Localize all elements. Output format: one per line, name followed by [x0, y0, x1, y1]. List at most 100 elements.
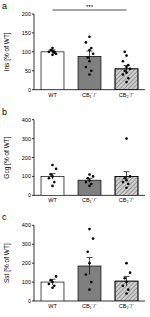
point [85, 41, 88, 44]
point [92, 237, 95, 240]
error-bar [50, 279, 56, 285]
point [51, 286, 54, 289]
y-tick-label: 300 [22, 136, 31, 142]
point [88, 228, 91, 231]
y-tick [32, 157, 34, 158]
point [125, 281, 128, 284]
point [88, 35, 91, 38]
error-bar [124, 172, 130, 181]
y-tick-label: 200 [22, 260, 31, 266]
point [125, 137, 128, 140]
error-bar [124, 276, 130, 285]
point [125, 186, 128, 189]
point [92, 52, 95, 55]
marks [41, 137, 138, 195]
y-tick-label: 0 [28, 87, 31, 93]
point [122, 181, 125, 184]
x-tick-label: WT [48, 197, 57, 203]
marks [41, 35, 138, 89]
error-bar [87, 257, 93, 274]
panel: bGcg [% of WT]0100200300400WTCB₁⁻/⁻CB₂⁻/… [2, 107, 145, 204]
y-label: Ins [% of WT] [3, 32, 11, 71]
y-tick-label: 50 [25, 68, 31, 74]
point [85, 273, 88, 276]
point [48, 283, 51, 286]
point [125, 54, 128, 57]
point [125, 292, 128, 295]
y-tick [32, 32, 34, 33]
point [90, 69, 93, 72]
point [90, 183, 93, 186]
point [51, 185, 54, 188]
y-tick [32, 195, 34, 196]
y-tick-label: 0 [28, 192, 31, 198]
point [53, 51, 56, 54]
bar-hatch [115, 69, 138, 90]
point [122, 285, 125, 288]
point [125, 179, 128, 182]
error-bar [87, 51, 93, 62]
point [122, 60, 125, 63]
point [127, 288, 130, 291]
error-bar [124, 65, 130, 72]
y-tick [32, 301, 34, 302]
point [48, 177, 51, 180]
bar [78, 56, 101, 89]
panel-label: c [2, 212, 7, 222]
bar [41, 52, 64, 90]
point [123, 177, 126, 180]
y-tick-label: 200 [22, 155, 31, 161]
panel-label: b [2, 107, 7, 117]
point [88, 179, 91, 182]
y-tick [32, 244, 34, 245]
point [85, 66, 88, 69]
panel-label: a [2, 1, 7, 11]
point [49, 49, 52, 52]
x-tick-label: CB₁⁻/⁻ [82, 92, 97, 98]
y-tick-label: 200 [22, 11, 31, 17]
point [49, 279, 52, 282]
point [88, 262, 91, 265]
point [129, 68, 132, 71]
y-tick [32, 119, 34, 120]
bar-hatch [115, 176, 138, 195]
y-tick-label: 100 [22, 279, 31, 285]
point [53, 181, 56, 184]
x-tick-label: CB₁⁻/⁻ [82, 303, 97, 309]
point [86, 251, 89, 254]
y-tick-label: 100 [22, 49, 31, 55]
y-tick-label: 300 [22, 241, 31, 247]
significance-label: *** [86, 4, 94, 10]
point [86, 56, 89, 59]
figure: a Ins [% of WT] 0 50 100 150 200 WT CB₁⁻/⁻ CB₂⁻/⁻… [0, 0, 150, 317]
point [51, 54, 54, 57]
point [88, 173, 91, 176]
point [123, 51, 126, 54]
y-tick-label: 400 [22, 117, 31, 123]
point [129, 175, 132, 178]
x-tick-label: CB₂⁻/⁻ [119, 197, 134, 203]
point [127, 77, 130, 80]
bar [115, 176, 138, 195]
point [53, 285, 56, 288]
point [51, 47, 54, 50]
y-tick-label: 400 [22, 222, 31, 228]
point [125, 81, 128, 84]
error-bar [50, 174, 56, 180]
x-tick-label: WT [48, 303, 57, 309]
point [51, 281, 54, 284]
panel: aIns [% of WT]050100150200WTCB₁⁻/⁻CB₂⁻/⁻… [2, 1, 145, 98]
x-tick-label: WT [48, 92, 57, 98]
bar [115, 69, 138, 90]
point [129, 271, 132, 274]
point [88, 49, 91, 52]
point [123, 69, 126, 72]
point [51, 164, 54, 167]
y-label: Gcg [% of WT] [3, 136, 11, 178]
y-tick [32, 138, 34, 139]
point [90, 47, 93, 50]
y-tick-label: 150 [22, 30, 31, 36]
y-tick [32, 176, 34, 177]
point [90, 281, 93, 284]
point [88, 185, 91, 188]
